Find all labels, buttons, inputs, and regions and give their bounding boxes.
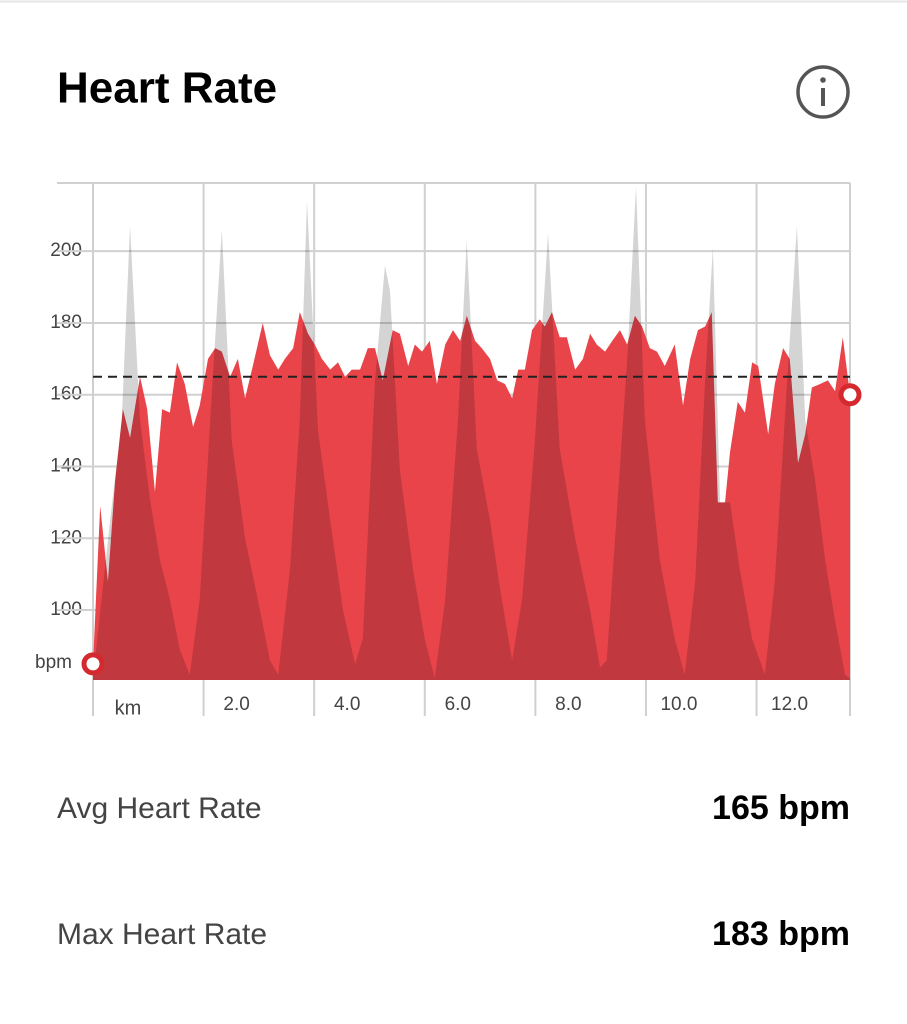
stat-value: 165 bpm [712, 789, 850, 827]
endpoint-marker [838, 383, 862, 407]
stat-label: Max Heart Rate [57, 918, 267, 951]
x-axis-label: km [115, 697, 142, 719]
x-tick-label: 12.0 [771, 694, 808, 715]
x-tick-label: 8.0 [555, 694, 581, 715]
y-axis-label: bpm [35, 652, 72, 673]
stat-label: Avg Heart Rate [57, 792, 262, 825]
stat-value: 183 bpm [712, 915, 850, 953]
x-tick-label: 10.0 [660, 694, 697, 715]
area [93, 186, 850, 681]
info-icon[interactable] [796, 65, 850, 119]
x-tick-label: 2.0 [223, 694, 249, 715]
x-tick-label: 4.0 [334, 694, 360, 715]
x-tick-label: 6.0 [445, 694, 471, 715]
endpoint-marker [81, 652, 105, 676]
title: Heart Rate [57, 64, 277, 113]
